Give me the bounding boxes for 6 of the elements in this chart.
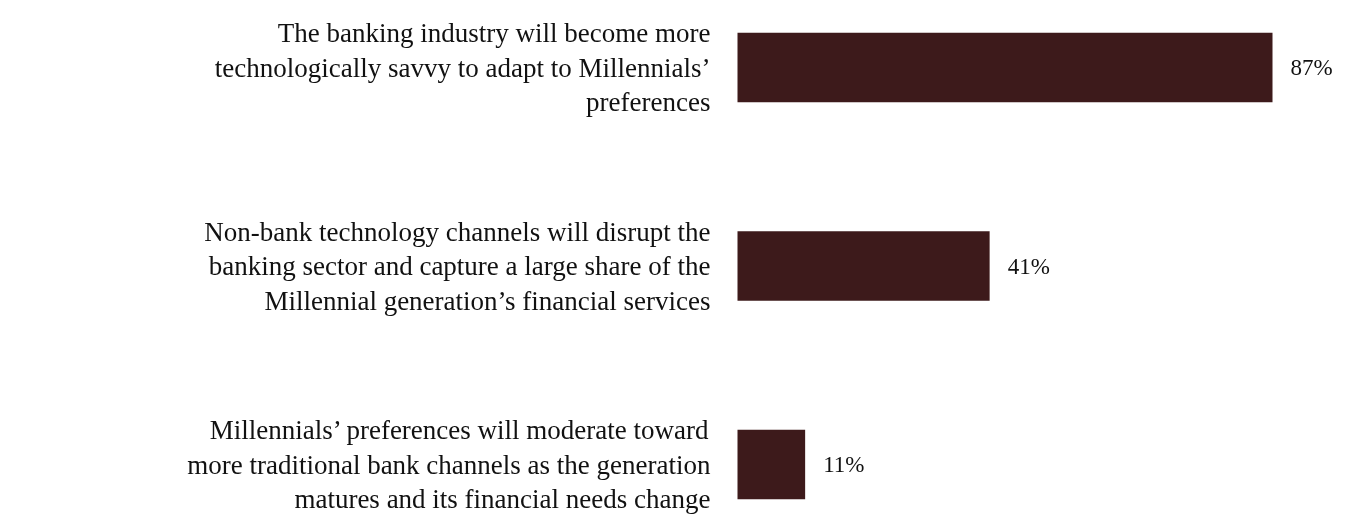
y-tick-label: Non-bank technology channels will disrupt the banking sector and capture a large share of the Millennial generation’s financial services (204, 216, 711, 316)
data-label: 87% (1290, 55, 1333, 80)
y-tick-label: The banking industry will become more technologically savvy to adapt to Millennials’ preferences (214, 18, 711, 117)
y-tick-label: Millennials’ preferences will moderate toward more traditional bank channels as the generation matures and its financial needs change (187, 415, 711, 514)
data-label: 41% (1007, 253, 1050, 279)
data-label: 11% (823, 452, 865, 477)
